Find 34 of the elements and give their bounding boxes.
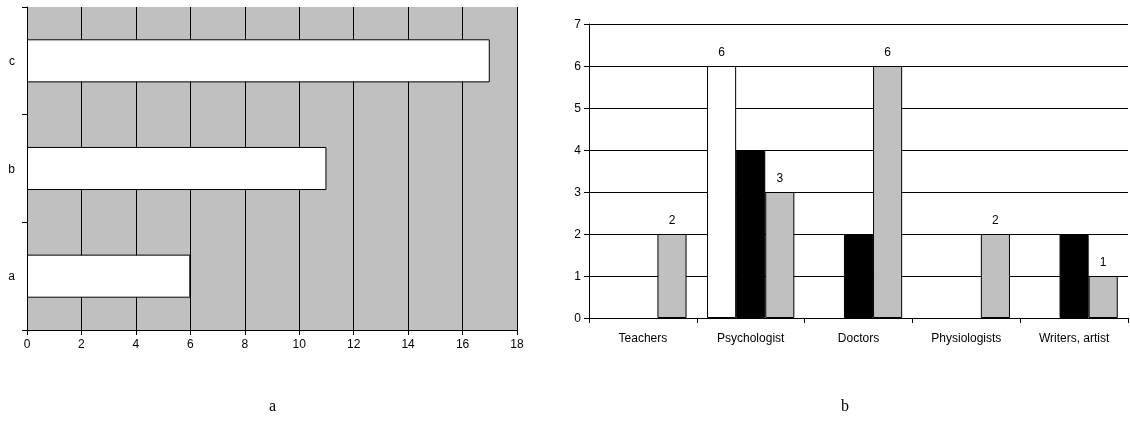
- x-tick-label: 12: [346, 337, 361, 351]
- x-tick-label: Physiologists: [931, 331, 1002, 345]
- x-tick-label: 10: [292, 337, 307, 351]
- text: a: [268, 396, 277, 414]
- x-tick-label: 16: [455, 337, 470, 351]
- x-tick-label: 2: [78, 337, 86, 351]
- x-tick-label: Teachers: [618, 331, 668, 345]
- x-tick-label: 6: [186, 337, 194, 351]
- y-tick-label: 4: [574, 143, 582, 157]
- x-tick-label: Doctors: [837, 331, 880, 345]
- data-label: 2: [668, 213, 676, 227]
- text: b: [841, 396, 849, 414]
- y-tick-label: 6: [574, 59, 582, 73]
- x-tick-label: Psychologist: [717, 331, 786, 345]
- data-label: 2: [992, 213, 1000, 227]
- y-tick-label: a: [8, 269, 16, 284]
- x-tick-label: 14: [401, 337, 416, 351]
- data-label: 6: [884, 45, 892, 59]
- x-tick-label: Writers, artist: [1038, 331, 1110, 345]
- data-label: 3: [776, 171, 784, 185]
- x-tick-label: 4: [132, 337, 140, 351]
- y-tick-label: c: [9, 53, 15, 68]
- y-tick-label: 7: [574, 17, 582, 31]
- y-tick-label: 2: [574, 227, 582, 241]
- x-tick-label: 18: [510, 337, 524, 351]
- data-label: 1: [1099, 255, 1107, 269]
- x-tick-label: 8: [241, 337, 249, 351]
- y-tick-label: 1: [574, 269, 582, 283]
- y-tick-label: 5: [574, 101, 582, 115]
- x-tick-label: 0: [23, 337, 31, 351]
- data-label: 6: [718, 45, 726, 59]
- y-tick-label: b: [8, 161, 16, 176]
- y-tick-label: 3: [574, 185, 582, 199]
- y-tick-label: 0: [574, 311, 582, 325]
